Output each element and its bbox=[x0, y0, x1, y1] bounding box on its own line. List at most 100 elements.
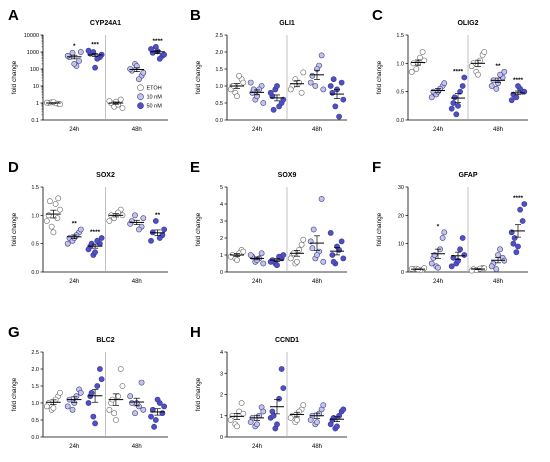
data-point bbox=[300, 69, 307, 76]
group-label: 24h bbox=[69, 444, 79, 450]
data-point bbox=[132, 212, 138, 219]
data-point bbox=[148, 413, 154, 420]
data-point bbox=[332, 103, 339, 110]
group-label: 24h bbox=[69, 127, 79, 133]
significance-label: ** bbox=[72, 221, 78, 228]
data-point bbox=[453, 111, 460, 118]
data-point bbox=[98, 376, 105, 383]
data-point bbox=[138, 379, 145, 386]
data-point bbox=[69, 406, 76, 413]
data-point bbox=[501, 68, 508, 75]
panel-b: B GLI1 0.0 0.5 1.0 1.5 2.0 2.5 fold change 24h 48h bbox=[190, 7, 347, 133]
data-point bbox=[320, 86, 327, 93]
data-point bbox=[43, 403, 50, 410]
data-point bbox=[280, 252, 287, 258]
panel-title: GLI1 bbox=[279, 20, 295, 27]
y-axis-label: fold change bbox=[195, 60, 202, 94]
data-point bbox=[111, 410, 118, 417]
data-point bbox=[234, 423, 240, 430]
data-point bbox=[419, 49, 426, 55]
y-tick-label: 0.0 bbox=[31, 435, 39, 441]
data-point bbox=[148, 237, 154, 244]
y-tick-label: 0.5 bbox=[215, 101, 223, 107]
y-tick-label: 2 bbox=[220, 393, 223, 399]
y-tick-label: 2.0 bbox=[31, 367, 39, 373]
y-tick-label: 4 bbox=[220, 202, 223, 208]
data-point bbox=[340, 406, 347, 413]
data-point bbox=[340, 96, 347, 103]
data-point bbox=[260, 100, 267, 106]
data-point bbox=[45, 212, 52, 219]
data-point bbox=[439, 235, 446, 241]
group-label: 24h bbox=[433, 279, 443, 285]
y-tick-label: 1.0 bbox=[31, 213, 39, 219]
y-tick-label: 0.0 bbox=[215, 118, 223, 124]
y-axis-label: fold change bbox=[11, 377, 18, 411]
data-point bbox=[461, 252, 468, 258]
data-point bbox=[52, 201, 59, 207]
data-point bbox=[320, 402, 327, 409]
data-point bbox=[148, 46, 154, 52]
y-tick-label: 1 bbox=[220, 414, 223, 420]
group-label: 48h bbox=[132, 127, 142, 133]
data-point bbox=[43, 218, 50, 224]
data-point bbox=[270, 412, 277, 419]
data-point bbox=[57, 389, 63, 396]
data-point bbox=[413, 66, 420, 72]
data-point bbox=[92, 420, 98, 427]
y-axis-label: fold change bbox=[376, 60, 383, 94]
data-point bbox=[448, 263, 455, 270]
panel-e: E SOX9 0 1 2 3 4 5 fold change 24h 48h bbox=[190, 159, 347, 285]
group-label: 48h bbox=[132, 279, 142, 285]
data-point bbox=[441, 80, 448, 87]
legend-label: 50 nM bbox=[147, 104, 163, 110]
y-tick-label: 0.0 bbox=[396, 118, 404, 124]
y-tick-label: 30 bbox=[398, 185, 404, 191]
data-point bbox=[294, 258, 300, 265]
data-point bbox=[57, 206, 63, 213]
y-tick-label: 2 bbox=[220, 236, 223, 242]
y-tick-label: 2.5 bbox=[215, 33, 223, 39]
data-point bbox=[510, 240, 517, 247]
data-point bbox=[132, 410, 138, 417]
data-point bbox=[106, 98, 113, 104]
data-point bbox=[57, 101, 63, 108]
data-point bbox=[298, 241, 305, 248]
data-point bbox=[517, 206, 523, 213]
data-point bbox=[47, 198, 53, 205]
panel-f: F GFAP 0 10 20 30 fold change 24h * 48h **** bbox=[372, 159, 528, 285]
data-point bbox=[457, 88, 463, 95]
data-point bbox=[450, 100, 457, 106]
y-tick-label: 1.5 bbox=[215, 67, 223, 73]
data-point bbox=[513, 249, 520, 256]
data-point bbox=[106, 218, 113, 224]
data-point bbox=[515, 83, 521, 89]
data-point bbox=[330, 258, 337, 265]
y-tick-label: 0 bbox=[220, 270, 223, 276]
legend-marker bbox=[137, 93, 144, 100]
data-point bbox=[318, 195, 325, 202]
data-point bbox=[250, 86, 257, 93]
group-label: 48h bbox=[493, 127, 503, 133]
data-point bbox=[136, 76, 142, 83]
data-point bbox=[481, 265, 488, 272]
significance-label: **** bbox=[453, 69, 464, 76]
data-point bbox=[508, 97, 515, 104]
significance-label: **** bbox=[513, 195, 524, 202]
data-point bbox=[156, 55, 163, 62]
data-point bbox=[154, 396, 161, 403]
group-label: 48h bbox=[493, 279, 503, 285]
panel-title: GFAP bbox=[458, 172, 477, 179]
panel-title: SOX2 bbox=[96, 172, 115, 179]
y-tick-label: 0.0 bbox=[31, 270, 39, 276]
data-point bbox=[495, 252, 501, 258]
data-point bbox=[312, 83, 319, 89]
data-point bbox=[274, 83, 280, 89]
data-point bbox=[276, 103, 282, 110]
data-point bbox=[240, 248, 247, 255]
data-point bbox=[497, 71, 503, 78]
data-point bbox=[300, 236, 307, 243]
y-tick-label: 10000 bbox=[24, 33, 39, 39]
data-point bbox=[240, 410, 247, 417]
